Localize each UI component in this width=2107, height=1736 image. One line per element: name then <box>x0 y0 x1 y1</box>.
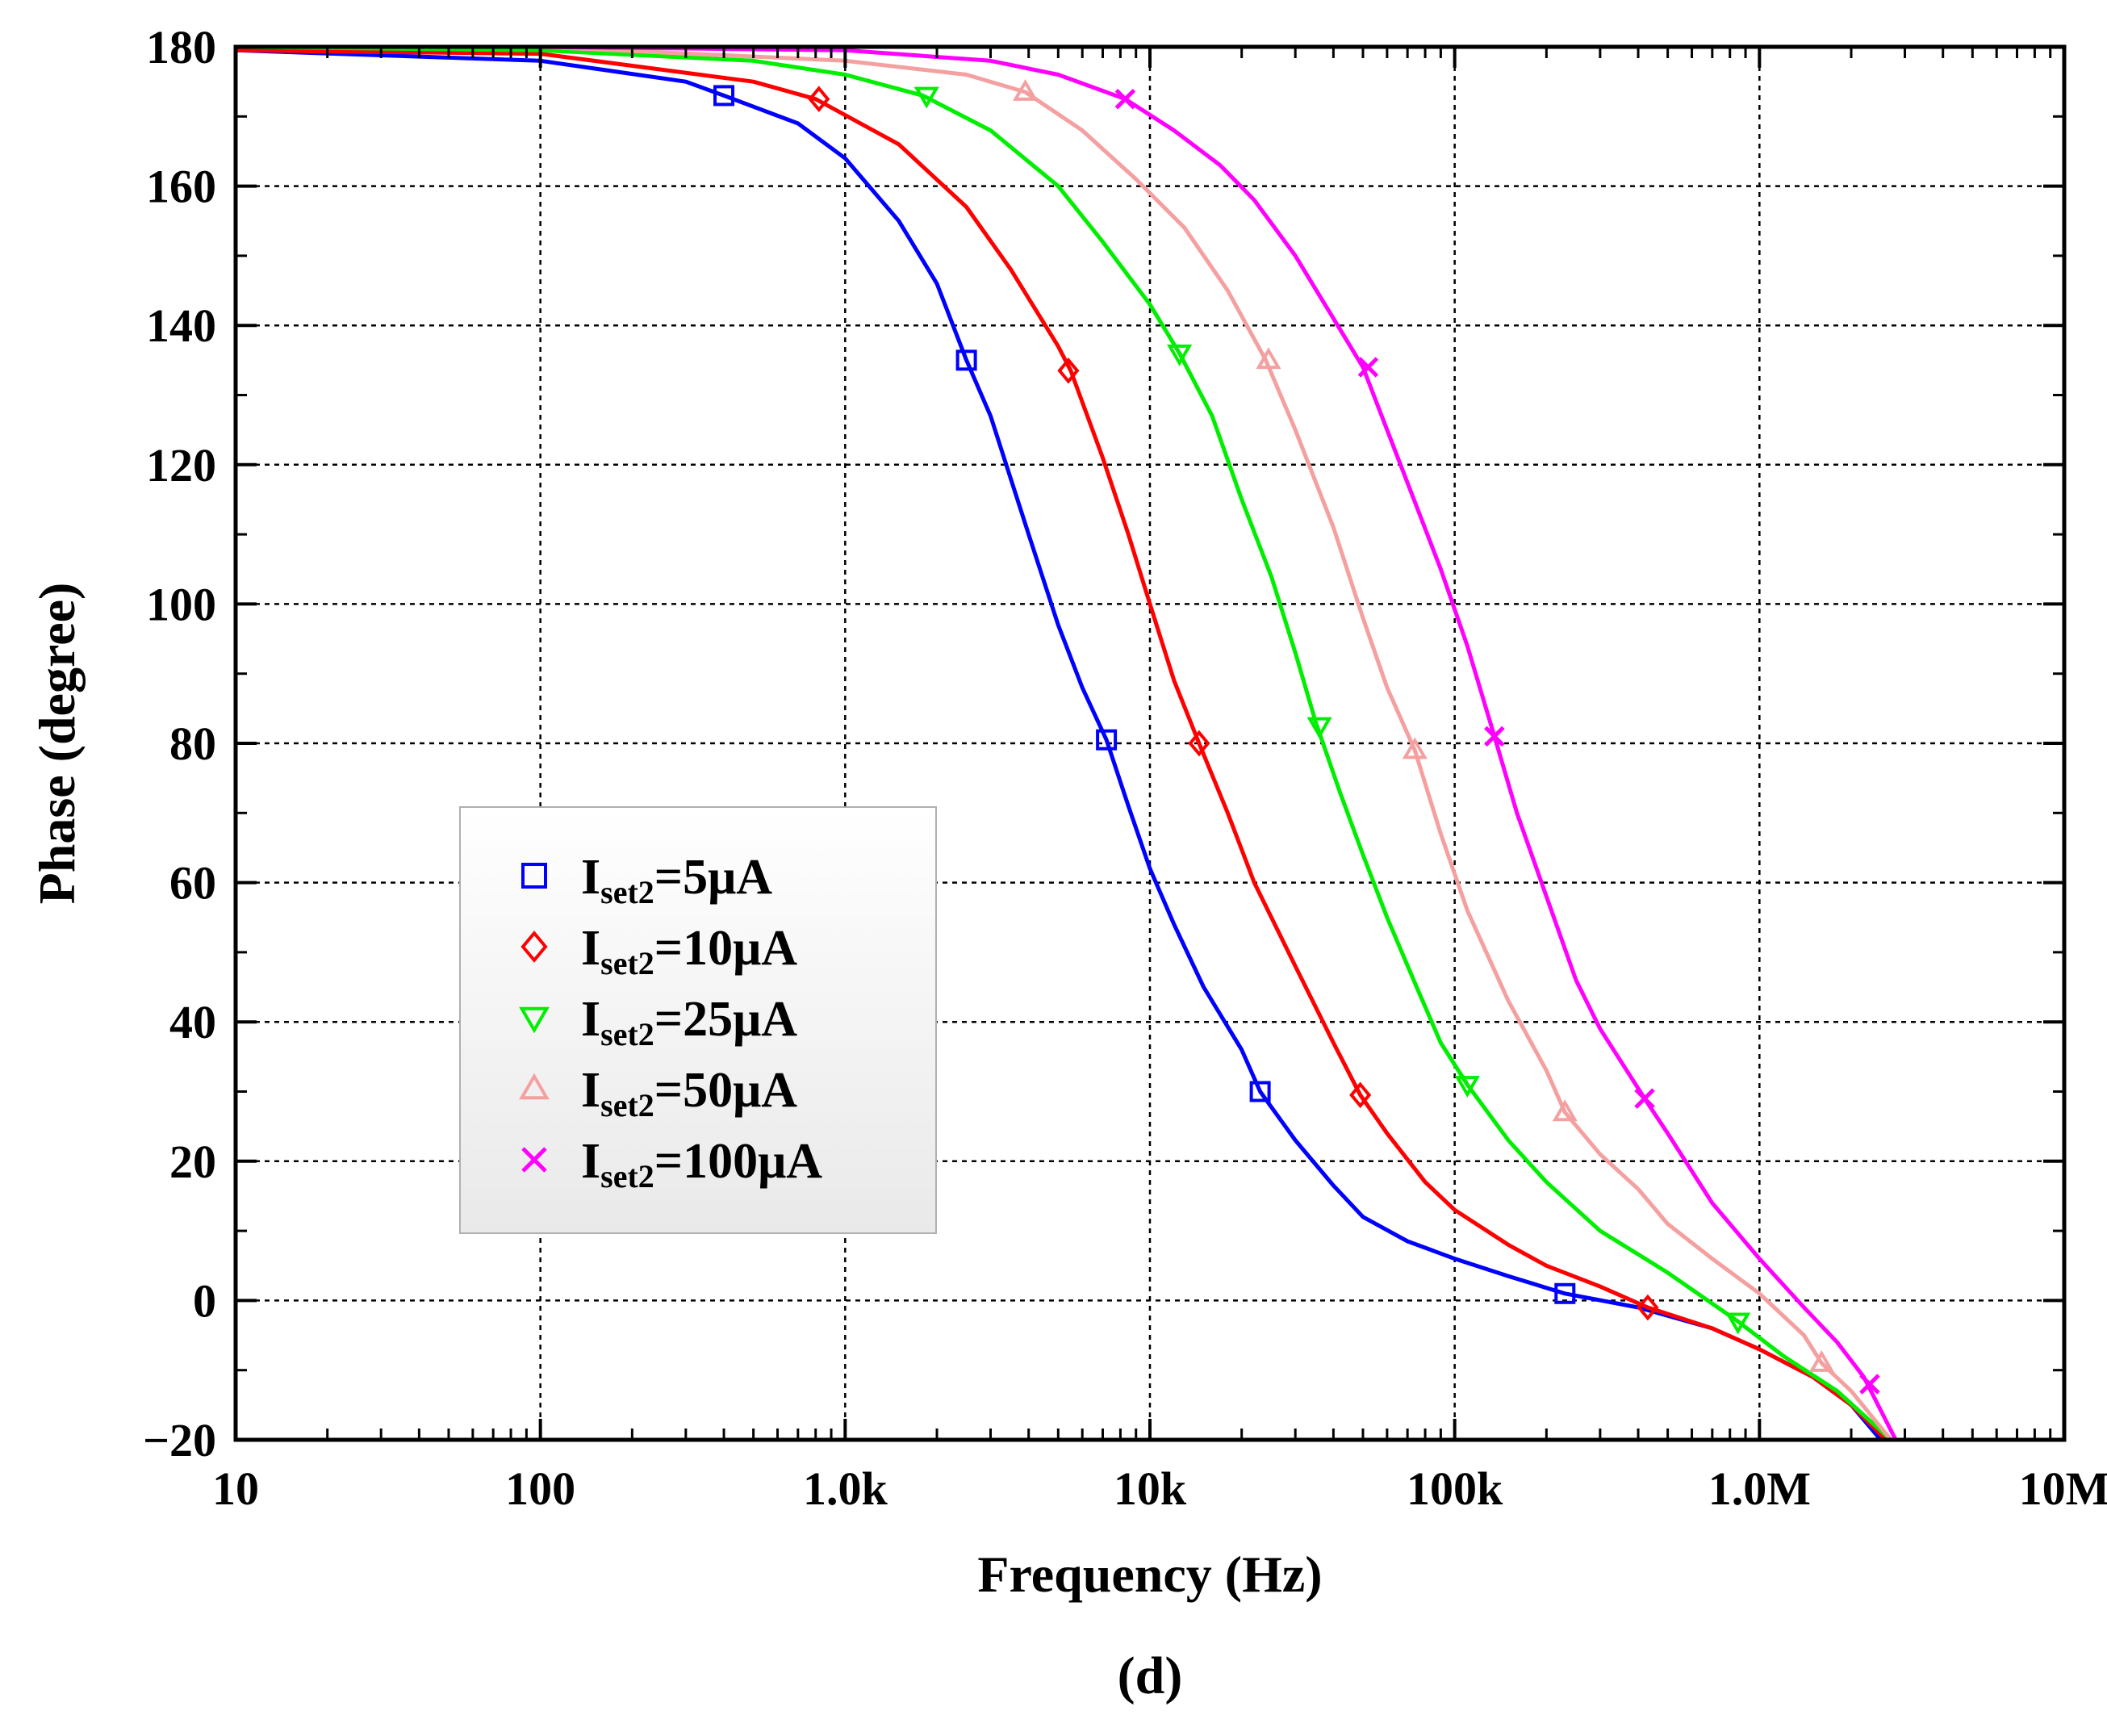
tick-label-layer: 10 100 1.0k 10k 100k 1.0M 10M 180 160 140 120 100 80… <box>143 21 2107 1515</box>
series-marker-triangle-up <box>1402 737 1428 759</box>
y-axis-title: Phase (degree) <box>28 583 86 905</box>
series-marker-x <box>1357 357 1379 378</box>
series-marker-square <box>1554 1282 1576 1304</box>
x-tick-label: 1.0k <box>803 1462 888 1515</box>
legend-item: Iset2=50μA <box>519 1063 797 1123</box>
series-line-2 <box>235 48 1888 1441</box>
legend-item: Iset2=5μA <box>521 850 772 910</box>
series-marker-triangle-down <box>1454 1076 1480 1098</box>
y-tick-label: 160 <box>146 161 216 213</box>
series-line-5 <box>236 44 1898 1441</box>
legend-label: Iset2=100μA <box>581 1134 822 1194</box>
series-marker-x-stroke <box>1357 357 1379 378</box>
series-marker-triangle-up <box>1012 79 1039 101</box>
y-tick-label: 80 <box>169 717 216 770</box>
series-marker-x-stroke <box>1634 1088 1655 1109</box>
marker-layer <box>713 79 1880 1395</box>
y-tick-label: 60 <box>169 857 216 910</box>
y-tick-label: 100 <box>146 578 216 630</box>
series-marker-x <box>1859 1374 1880 1395</box>
series-marker-x <box>1634 1088 1655 1109</box>
series-marker-square <box>955 349 977 371</box>
series-marker-triangle-down <box>519 1006 550 1034</box>
series-marker-triangle-down <box>1725 1312 1751 1335</box>
y-tick-label: −20 <box>143 1414 216 1466</box>
legend-items: Iset2=5μA Iset2=10μA Iset2=25μA Iset2=50μA I… <box>519 850 822 1194</box>
series-marker-triangle-up <box>1552 1099 1578 1122</box>
y-tick-label: 40 <box>169 996 216 1048</box>
series-marker-diamond <box>1188 730 1210 757</box>
series-marker-square <box>521 863 547 889</box>
series-marker-triangle-up <box>519 1073 550 1100</box>
x-tick-label: 10 <box>212 1462 259 1515</box>
y-tick-label: 0 <box>193 1274 216 1327</box>
series-marker-x-stroke <box>1859 1374 1880 1395</box>
y-tick-label: 180 <box>146 21 216 73</box>
x-tick-label: 10M <box>2019 1462 2107 1515</box>
series-layer <box>235 44 1898 1441</box>
legend-label: Iset2=25μA <box>581 992 797 1052</box>
figure-caption: (d) <box>1118 1646 1183 1705</box>
series-marker-square <box>713 85 735 107</box>
legend-item: Iset2=25μA <box>519 992 797 1052</box>
series-marker-diamond <box>1057 357 1080 384</box>
y-tick-label: 140 <box>146 299 216 352</box>
series-marker-diamond <box>1637 1294 1659 1321</box>
legend-item: Iset2=10μA <box>520 921 797 981</box>
tick-layer <box>234 45 2066 1441</box>
legend: Iset2=5μA Iset2=10μA Iset2=25μA Iset2=50μA I… <box>459 806 937 1234</box>
series-marker-x-stroke <box>1484 726 1505 747</box>
legend-label: Iset2=10μA <box>581 921 797 981</box>
legend-item: Iset2=100μA <box>521 1134 822 1194</box>
series-marker-triangle-up <box>1256 347 1281 370</box>
legend-label: Iset2=50μA <box>581 1063 797 1123</box>
series-marker-x <box>1484 726 1505 747</box>
series-marker-triangle-down <box>1306 717 1332 739</box>
x-tick-label: 10k <box>1114 1462 1187 1515</box>
series-marker-square <box>1249 1081 1271 1102</box>
series-marker-x-stroke <box>1114 88 1136 110</box>
series-marker-triangle-up <box>1808 1349 1834 1372</box>
series-marker-square <box>1096 729 1118 751</box>
x-tick-label: 1.0M <box>1708 1462 1811 1515</box>
series-marker-x-stroke <box>521 1147 547 1173</box>
x-axis-title: Frequency (Hz) <box>977 1546 1322 1603</box>
series-marker-diamond <box>808 86 830 113</box>
y-tick-label: 120 <box>146 439 216 492</box>
series-line-3 <box>235 44 1892 1441</box>
series-marker-diamond <box>520 931 548 963</box>
series-line-1 <box>235 48 1883 1441</box>
y-tick-label: 20 <box>169 1136 216 1188</box>
series-marker-x <box>521 1147 547 1173</box>
legend-label: Iset2=5μA <box>581 850 772 910</box>
series-marker-triangle-down <box>1167 344 1193 366</box>
series-marker-triangle-down <box>913 86 939 109</box>
x-tick-label: 100k <box>1407 1462 1503 1515</box>
series-marker-diamond <box>1349 1081 1372 1109</box>
series-marker-x <box>1114 88 1136 110</box>
x-tick-label: 100 <box>505 1462 575 1515</box>
series-line-4 <box>236 44 1893 1441</box>
